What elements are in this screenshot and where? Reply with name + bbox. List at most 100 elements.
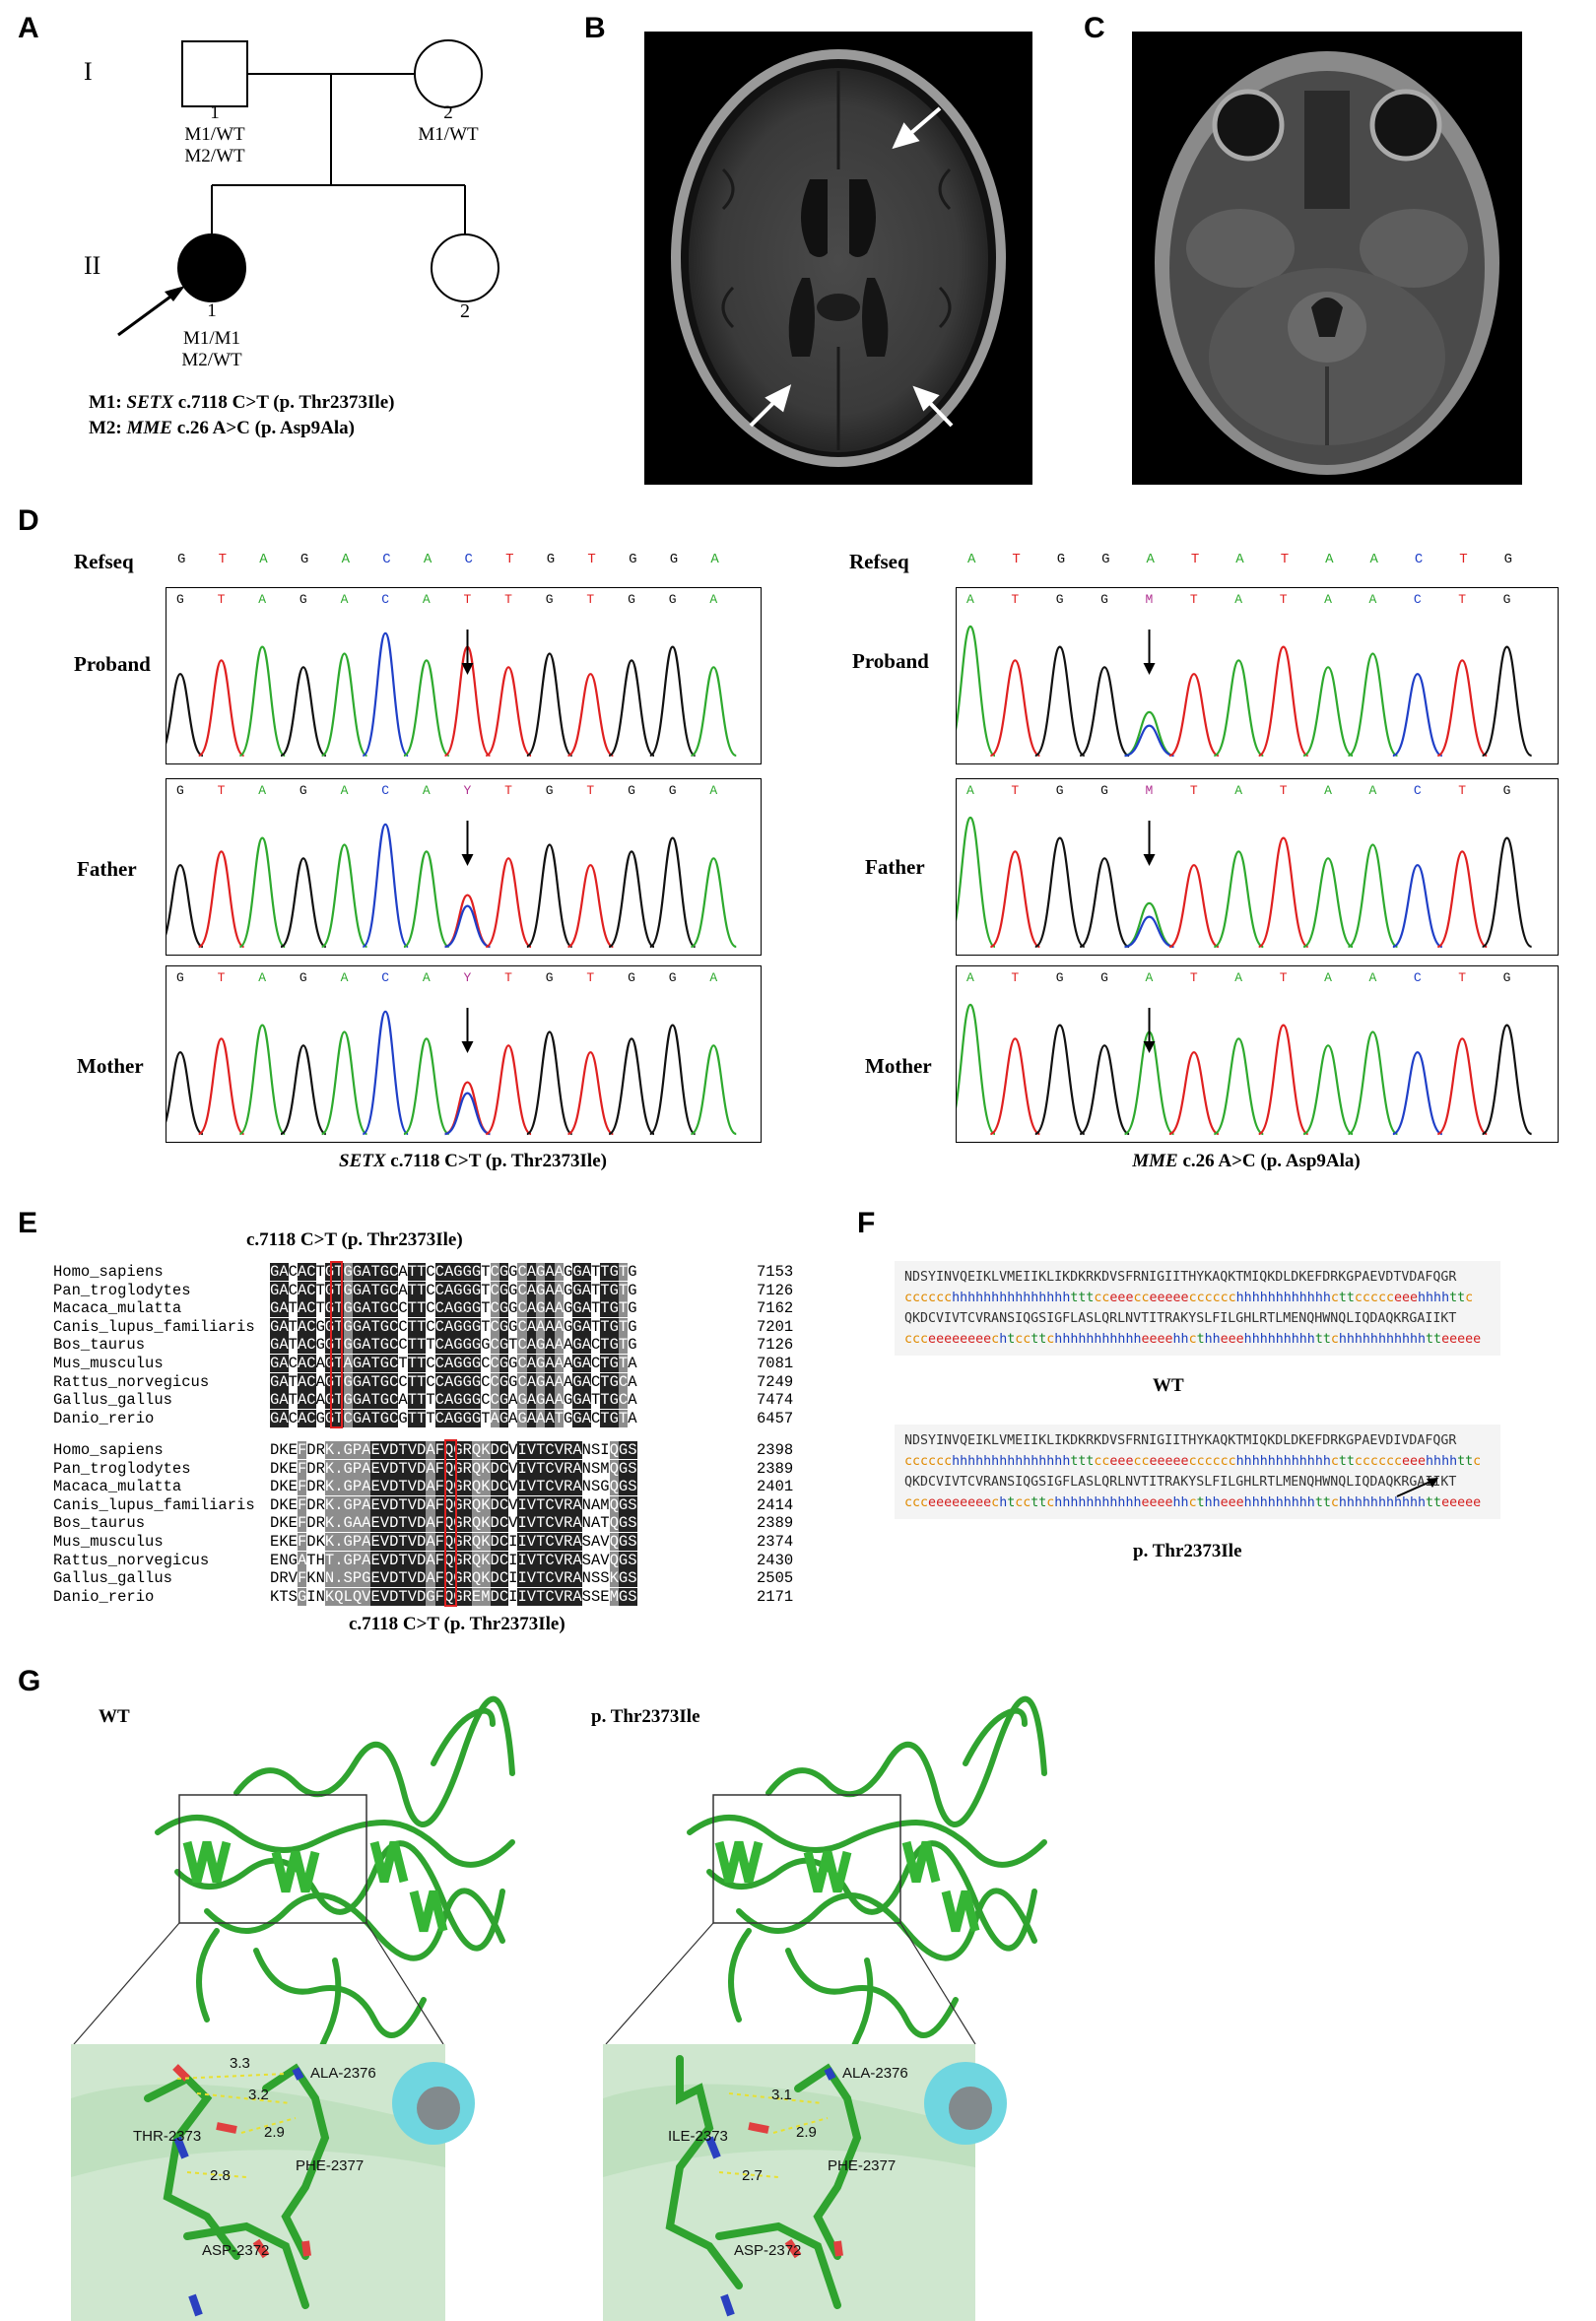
ind-number: 1 [210, 102, 220, 123]
wt-dist-2: 3.2 [248, 2087, 269, 2103]
called-base: M [1145, 783, 1154, 798]
refseq-base: T [218, 552, 228, 567]
peak-C [1392, 1051, 1443, 1136]
sequence-row: DKEFDRK.GPAEVDTVDAFQGRQKDCVIVTCVRANSMQGS [270, 1459, 637, 1478]
secondary-structure-mutant: NDSYINVQEIKLVMEIIKLIKDKRKDVSFRNIGIITHYKA… [895, 1425, 1500, 1519]
pedigree-proband-filled [177, 233, 246, 302]
trace-peaks [166, 821, 737, 949]
species-name: Danio_rerio [53, 1409, 155, 1427]
species-name: Rattus_norvegicus [53, 1372, 210, 1391]
called-base: T [217, 970, 226, 985]
mut-res-asp: ASP-2372 [734, 2242, 802, 2259]
pedigree-chart [117, 39, 499, 337]
variant-arrow [461, 1008, 474, 1053]
peak-A [403, 659, 450, 758]
peak-C [1392, 864, 1443, 949]
wt-dist-1: 3.3 [230, 2055, 250, 2072]
sequence-row: GACACTGTGGATGCATTCCAGGGTCGGCAGAAGGATTGTG [270, 1263, 637, 1281]
ss-sequence-line: NDSYINVQEIKLVMEIIKLIKDKRKDVSFRNIGIITHYKA… [904, 1433, 1457, 1448]
called-base: G [299, 592, 307, 607]
peak-G [526, 843, 573, 949]
ribbon-wt [158, 1699, 512, 2098]
peak-C [444, 904, 491, 949]
sequence-row: GACACTGTGGATGCATTCCAGGGTCGGCAGAAGGATTGTG [270, 1281, 637, 1299]
peak-T [485, 1044, 532, 1136]
species-name: Rattus_norvegicus [53, 1551, 210, 1569]
sequence-row: DKEFDRK.GPAEVDTVDAFQGRQKDCVIVTCVRANAMQGS [270, 1495, 637, 1514]
peak-A [1302, 666, 1354, 758]
caption-mme: MME c.26 A>C (p. Asp9Ala) [1132, 1151, 1361, 1171]
peak-T [567, 1051, 614, 1136]
refseq-base: A [423, 552, 432, 567]
peak-A [1302, 857, 1354, 949]
ss-code-line: ccceeeeeeeechtccttchhhhhhhhhhheeeehhcthh… [904, 1495, 1482, 1510]
peak-G [166, 864, 204, 949]
sequence-row: DKEFDRK.GAAEVDTVDAFQGRQKDCVIVTCVRANATQGS [270, 1514, 637, 1533]
peak-A [238, 836, 286, 949]
called-base: A [340, 783, 349, 798]
called-base: G [1055, 592, 1064, 607]
panel-label-c: C [1084, 12, 1105, 44]
peak-C [1124, 724, 1174, 758]
called-base: T [1011, 592, 1020, 607]
called-base: G [176, 970, 184, 985]
peak-G [649, 645, 697, 758]
peak-T [1258, 1024, 1309, 1136]
peak-C [362, 1010, 409, 1136]
wt-res-phe: PHE-2377 [296, 2157, 365, 2174]
refseq-base: C [1414, 552, 1424, 567]
called-base: A [966, 970, 974, 985]
panel-label-a: A [18, 12, 39, 44]
pedigree-father-square [181, 40, 248, 107]
called-base: G [176, 783, 184, 798]
peak-A [403, 1037, 450, 1136]
called-base: A [422, 970, 431, 985]
row-label-refseq-left: Refseq [74, 550, 134, 573]
called-base: A [709, 783, 718, 798]
refseq-base: G [1056, 552, 1066, 567]
mutation-highlight-nt [330, 1261, 343, 1428]
structure-label-mutant: p. Thr2373Ile [591, 1706, 700, 1727]
refseq-base: G [1101, 552, 1110, 567]
refseq-base: A [967, 552, 976, 567]
refseq-base: T [1190, 552, 1200, 567]
refseq-base: A [341, 552, 350, 567]
peak-A [1124, 710, 1174, 758]
legend-m2: M2: MME c.26 A>C (p. Asp9Ala) [89, 418, 355, 438]
species-name: Pan_troglodytes [53, 1459, 191, 1478]
called-base: T [586, 970, 595, 985]
peak-T [1258, 836, 1309, 949]
peak-C [362, 631, 409, 758]
panel-label-f: F [857, 1207, 876, 1239]
species-name: Mus_musculus [53, 1532, 164, 1551]
pedigree-mother-circle [414, 39, 483, 108]
alignment-nt-positions: 7153 7126 7162 7201 7126 7081 7249 7474 6457 [757, 1263, 793, 1427]
peak-T [1436, 850, 1488, 949]
peak-A [690, 1044, 737, 1136]
panel-label-b: B [584, 12, 606, 44]
called-base: A [1324, 592, 1332, 607]
variant-arrow [1143, 630, 1156, 675]
peak-T [485, 666, 532, 758]
row-label-father-left: Father [77, 857, 137, 881]
ss-code-line: cccccchhhhhhhhhhhhhhhtttcceeecceeeeecccc… [904, 1454, 1482, 1469]
sequence-position: 2398 [757, 1441, 794, 1459]
peak-G [1482, 645, 1533, 758]
refseq-base: G [177, 552, 186, 567]
peak-A [1213, 1037, 1264, 1136]
called-base: A [1145, 970, 1154, 985]
variant-arrow [1143, 821, 1156, 866]
refseq-base: G [629, 552, 637, 567]
peak-G [526, 1030, 573, 1136]
sequence-position: 2374 [757, 1532, 794, 1551]
refseq-base: G [1503, 552, 1513, 567]
wt-dist-4: 2.8 [210, 2167, 231, 2184]
peak-A [690, 857, 737, 949]
ss-sequence-line: QKDCVIVTCVRANSIQGSIGFLASLQRLNVTITRAKYSLF… [904, 1311, 1457, 1326]
refseq-base: G [669, 552, 679, 567]
sequence-position: 2430 [757, 1551, 794, 1569]
species-name: Pan_troglodytes [53, 1281, 191, 1299]
structure-label-wt: WT [99, 1706, 130, 1727]
